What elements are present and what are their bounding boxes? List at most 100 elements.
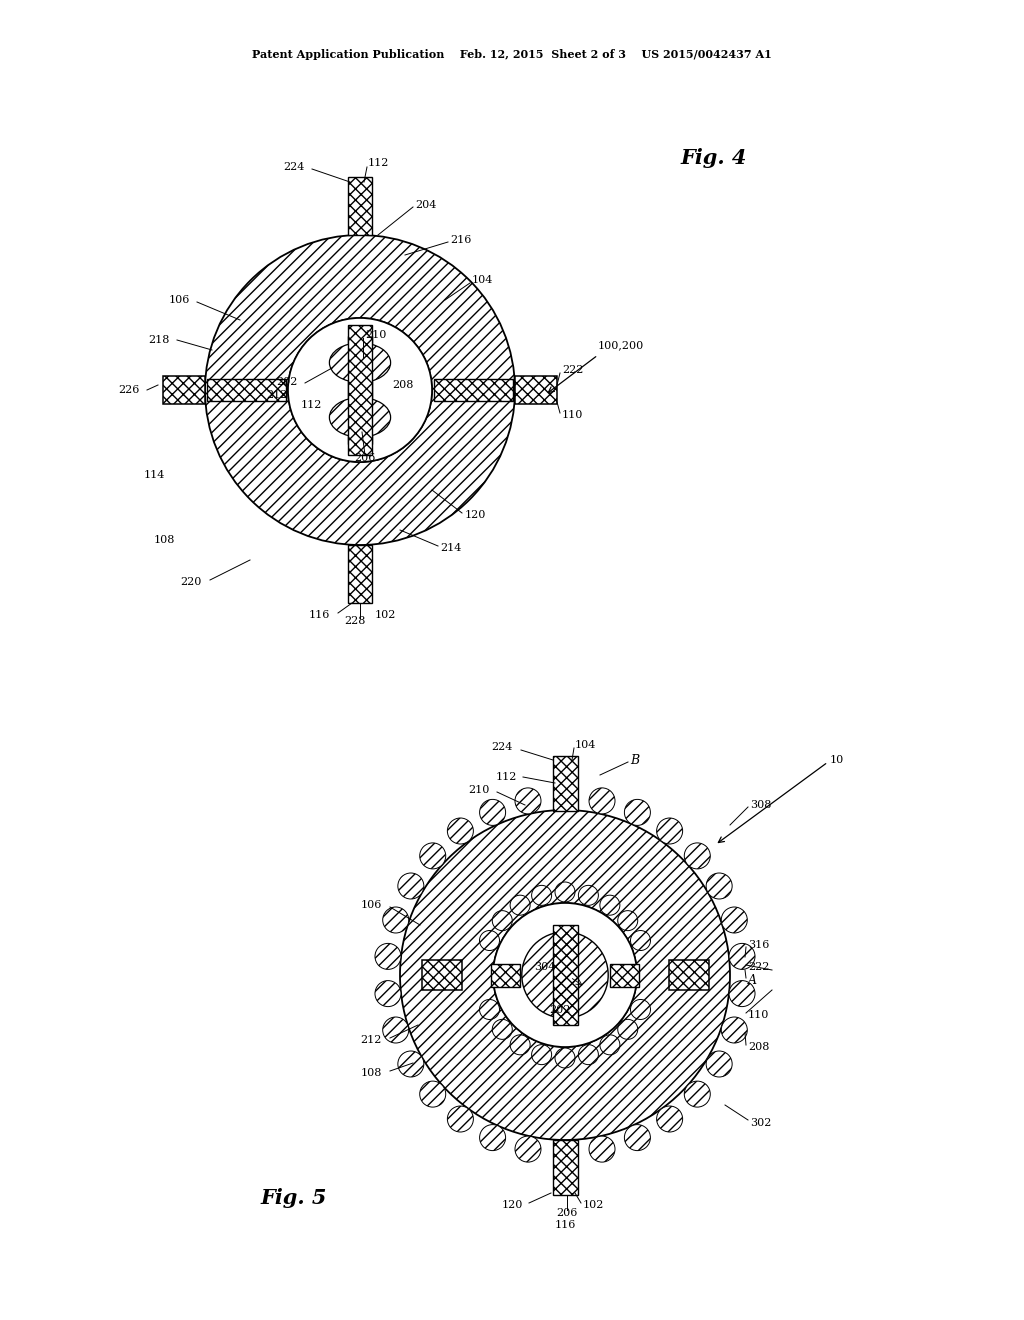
Text: 116: 116 [308, 610, 330, 620]
Circle shape [510, 1035, 530, 1055]
Bar [348, 337, 372, 444]
Bar [553, 755, 578, 810]
Circle shape [721, 907, 748, 933]
Bar [207, 379, 286, 401]
Circle shape [398, 1051, 424, 1077]
Circle shape [398, 873, 424, 899]
Circle shape [383, 907, 409, 933]
Circle shape [400, 810, 730, 1140]
Text: 204: 204 [415, 201, 436, 210]
Bar [348, 337, 372, 444]
Text: 224: 224 [492, 742, 513, 752]
Text: 106: 106 [169, 294, 190, 305]
Text: 214: 214 [440, 543, 462, 553]
Bar [163, 376, 205, 404]
Text: 120: 120 [465, 510, 486, 520]
Text: 104: 104 [472, 275, 494, 285]
Text: 108: 108 [154, 535, 175, 545]
Circle shape [447, 1106, 473, 1133]
Circle shape [729, 981, 755, 1007]
Text: 208: 208 [748, 1041, 769, 1052]
Bar [422, 960, 462, 990]
Circle shape [515, 1137, 541, 1162]
Circle shape [600, 895, 620, 915]
Text: 106: 106 [360, 900, 382, 909]
Circle shape [479, 999, 500, 1019]
Text: 304: 304 [535, 962, 556, 972]
Bar [553, 1139, 578, 1195]
Circle shape [288, 318, 432, 462]
Circle shape [707, 873, 732, 899]
Text: 218: 218 [148, 335, 170, 345]
Ellipse shape [330, 343, 390, 383]
Text: 102: 102 [583, 1200, 604, 1210]
Bar [422, 960, 462, 990]
Text: 302: 302 [750, 1118, 771, 1129]
Bar [553, 925, 578, 1024]
Text: 104: 104 [575, 741, 596, 750]
Text: B: B [630, 754, 639, 767]
Text: 220: 220 [180, 577, 202, 587]
Text: 226: 226 [119, 385, 140, 395]
Bar [490, 964, 520, 986]
Bar [553, 755, 578, 810]
Bar [348, 325, 372, 455]
Circle shape [479, 1125, 506, 1151]
Text: 224: 224 [284, 162, 305, 172]
Text: 222: 222 [562, 366, 584, 375]
Circle shape [531, 886, 552, 906]
Bar [610, 964, 639, 986]
Text: 202: 202 [549, 1005, 570, 1015]
Bar [348, 177, 372, 235]
Text: 102: 102 [375, 610, 396, 620]
Ellipse shape [330, 397, 390, 437]
Bar [348, 545, 372, 603]
Circle shape [579, 1044, 598, 1065]
Text: 208: 208 [392, 380, 414, 389]
Circle shape [555, 1048, 575, 1068]
Circle shape [684, 843, 711, 869]
Text: 112: 112 [496, 772, 517, 781]
Text: Patent Application Publication    Feb. 12, 2015  Sheet 2 of 3    US 2015/0042437: Patent Application Publication Feb. 12, … [252, 49, 772, 61]
Bar [434, 379, 513, 401]
Text: Fig. 5: Fig. 5 [260, 1188, 327, 1208]
Text: 108: 108 [360, 1068, 382, 1078]
Bar [669, 960, 709, 990]
Text: 112: 112 [368, 158, 389, 168]
Circle shape [684, 1081, 711, 1107]
Circle shape [510, 895, 530, 915]
Circle shape [493, 911, 512, 931]
Text: 100,200: 100,200 [598, 341, 644, 350]
Circle shape [721, 1016, 748, 1043]
Text: 10: 10 [830, 755, 844, 766]
Bar [163, 376, 205, 404]
Circle shape [617, 1019, 638, 1039]
Circle shape [656, 818, 683, 843]
Circle shape [383, 1016, 409, 1043]
Text: 316: 316 [748, 940, 769, 950]
Circle shape [555, 882, 575, 902]
Circle shape [493, 903, 637, 1047]
Circle shape [625, 1125, 650, 1151]
Circle shape [493, 903, 637, 1047]
Text: 114: 114 [143, 470, 165, 480]
Circle shape [589, 1137, 615, 1162]
Text: 110: 110 [562, 411, 584, 420]
Circle shape [420, 1081, 445, 1107]
Text: Fig. 4: Fig. 4 [680, 148, 746, 168]
Circle shape [617, 911, 638, 931]
Text: 116: 116 [554, 1220, 575, 1230]
Bar [207, 379, 286, 401]
Bar [515, 376, 557, 404]
Circle shape [625, 800, 650, 825]
Circle shape [288, 318, 432, 462]
Text: 206: 206 [354, 453, 376, 463]
Text: 112: 112 [301, 400, 322, 411]
Text: 216: 216 [450, 235, 471, 246]
Text: 210: 210 [365, 330, 386, 341]
Text: 110: 110 [748, 1010, 769, 1020]
Circle shape [447, 818, 473, 843]
Circle shape [479, 931, 500, 950]
Text: 228: 228 [344, 616, 366, 626]
Circle shape [579, 886, 598, 906]
